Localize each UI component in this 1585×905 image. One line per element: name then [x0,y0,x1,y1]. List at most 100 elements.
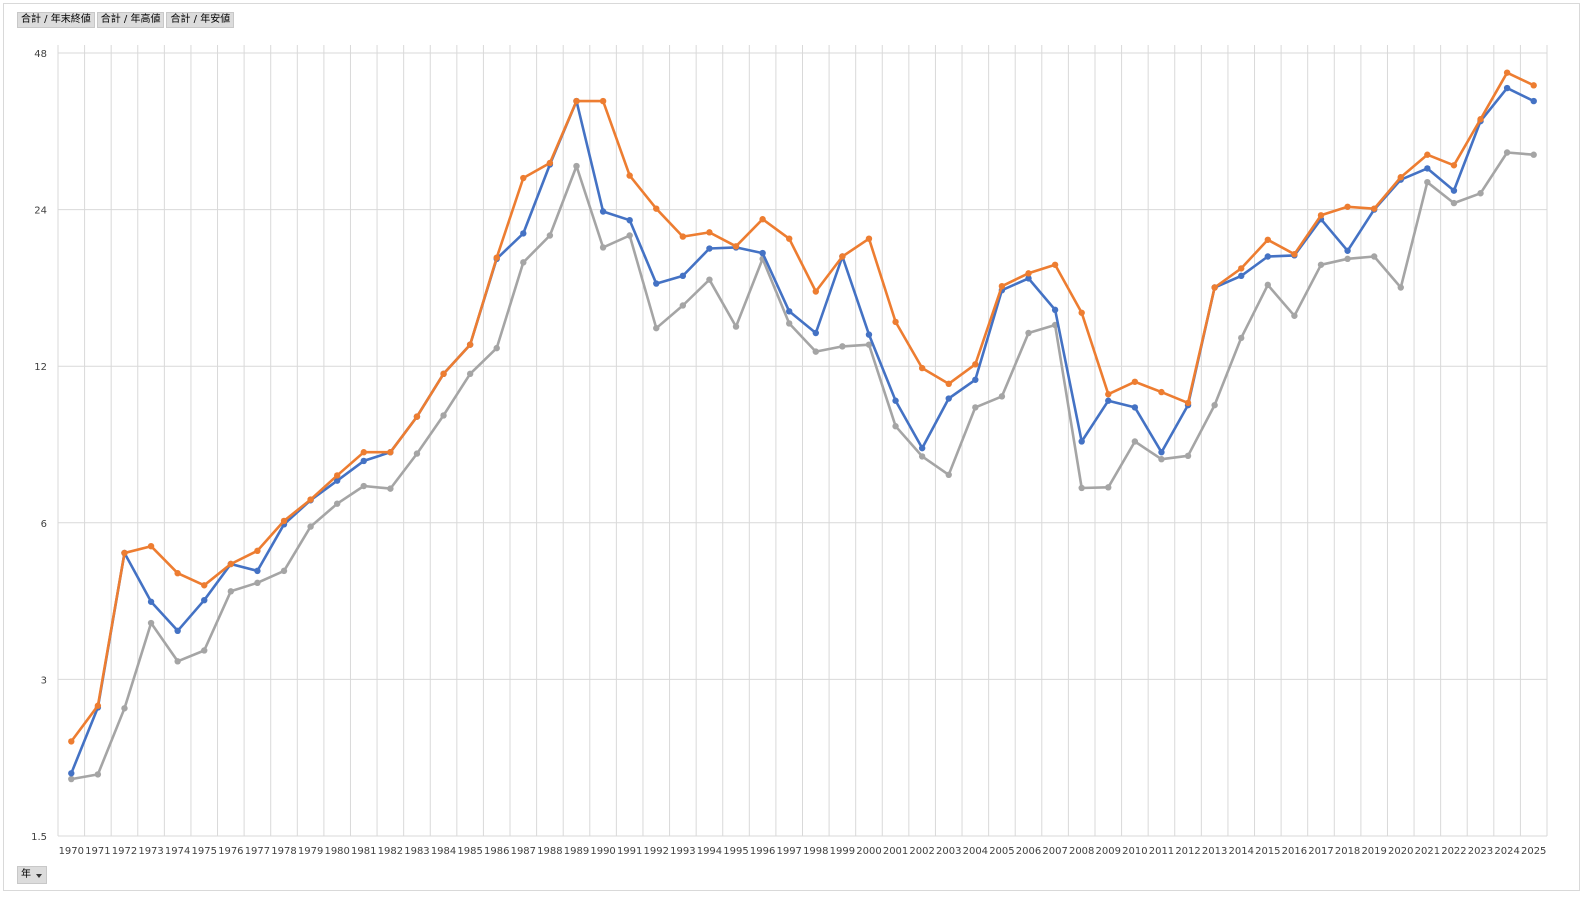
data-point [1211,284,1218,291]
data-point [1344,247,1351,254]
x-tick-label: 2002 [909,846,934,857]
series [68,69,1537,783]
x-tick-label: 1990 [590,846,615,857]
data-point [1291,312,1298,319]
data-point [918,444,926,452]
data-point [1211,401,1218,409]
x-tick-label: 2006 [1016,846,1041,857]
data-point [998,393,1006,400]
data-point [918,364,926,372]
data-point [892,397,899,404]
data-point [94,771,102,778]
data-point [387,485,394,492]
y-tick-label: 24 [34,206,47,217]
data-point [280,517,288,525]
data-point [1264,236,1272,243]
x-tick-label: 2010 [1122,846,1147,857]
data-point [1530,151,1537,158]
x-tick-label: 1994 [697,846,722,857]
x-tick-label: 1987 [511,846,536,857]
grid [57,45,1548,837]
data-point [1291,251,1298,258]
x-tick-label: 2015 [1255,846,1280,857]
x-tick-label: 2019 [1361,846,1386,857]
data-point [1131,438,1139,445]
data-point [1158,388,1165,396]
x-tick-label: 2025 [1521,846,1546,857]
x-tick-label: 1975 [192,846,217,857]
data-point [520,174,527,182]
data-point [466,370,474,378]
data-point [520,230,527,237]
data-point [1424,178,1431,186]
data-point [307,523,314,530]
data-point [121,549,128,557]
data-point [1158,449,1165,456]
data-point [1238,272,1245,280]
data-point [546,232,554,239]
data-point [972,376,979,383]
dropdown-arrow-icon [36,874,42,878]
data-point [387,449,394,456]
data-point [360,449,367,456]
year-axis-filter-button[interactable]: 年 [17,866,47,884]
data-point [94,702,102,709]
data-point [1158,456,1165,463]
value-field-buttons: 合計 / 年末終値 合計 / 年高値 合計 / 年安値 [17,12,235,28]
data-point [679,302,687,309]
x-tick-label: 1983 [404,846,429,857]
field-button-low[interactable]: 合計 / 年安値 [166,12,235,28]
data-point [68,770,75,777]
data-point [121,705,128,712]
data-point [174,658,181,665]
x-tick-label: 2014 [1228,846,1253,857]
data-point [360,482,367,490]
data-point [998,282,1006,290]
data-point [1105,484,1112,491]
x-tick-label: 1977 [245,846,270,857]
x-tick-label: 1981 [351,846,376,857]
x-tick-label: 1991 [617,846,642,857]
data-point [1503,69,1511,76]
data-point [201,647,208,654]
x-tick-label: 1993 [670,846,695,857]
data-point [599,244,607,251]
data-point [732,323,740,330]
data-point [918,453,926,460]
data-point [254,567,261,575]
data-point [1477,190,1484,197]
data-point [174,570,181,577]
data-point [254,579,261,587]
data-point [68,738,75,745]
field-button-high[interactable]: 合計 / 年高値 [96,12,165,28]
x-tick-label: 1978 [271,846,296,857]
x-tick-label: 1973 [138,846,163,857]
data-point [839,253,846,260]
data-point [1344,255,1351,263]
data-point [280,567,288,575]
data-point [1184,452,1192,460]
data-point [1238,334,1245,342]
data-point [466,341,474,348]
data-point [1530,97,1537,105]
data-point [679,233,687,240]
x-tick-label: 2007 [1042,846,1067,857]
data-point [413,413,421,420]
x-tick-label: 2009 [1096,846,1121,857]
data-point [493,344,500,352]
data-point [706,229,713,236]
data-point [1051,306,1059,314]
x-tick-label: 2008 [1069,846,1094,857]
data-point [786,235,793,242]
x-tick-label: 1984 [431,846,456,857]
data-point [972,361,979,368]
data-point [679,272,687,280]
data-point [1450,187,1458,194]
data-point [227,588,235,595]
data-point [174,627,181,635]
field-button-close[interactable]: 合計 / 年末終値 [17,12,95,28]
data-point [1397,174,1404,181]
x-tick-label: 1992 [644,846,669,857]
data-point [1424,151,1431,158]
x-tick-label: 2005 [989,846,1014,857]
